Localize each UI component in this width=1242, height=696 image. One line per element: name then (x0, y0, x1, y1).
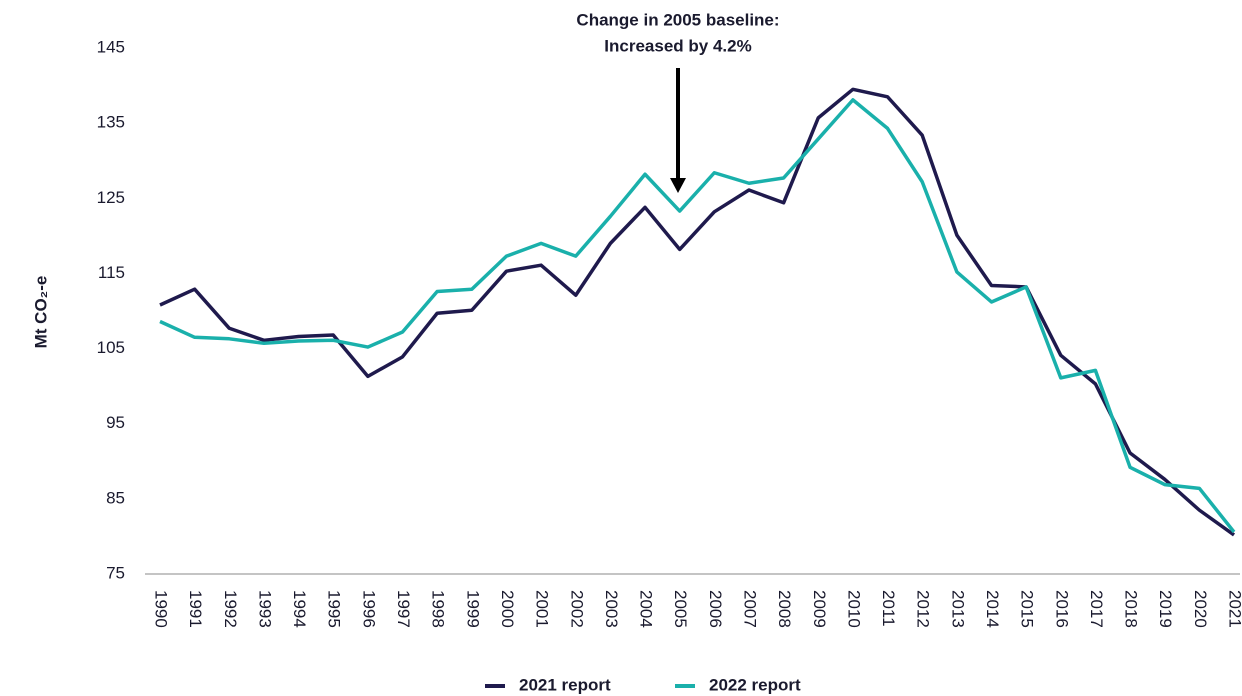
x-tick-label: 2018 (1122, 590, 1141, 628)
annotation-arrowhead (670, 178, 686, 193)
y-tick-label: 75 (106, 563, 125, 582)
x-tick-label: 2013 (948, 590, 967, 628)
x-tick-label: 1997 (394, 590, 413, 628)
legend-label: 2021 report (519, 675, 611, 694)
series-line (159, 98, 1236, 534)
x-tick-label: 2008 (775, 590, 794, 628)
y-tick-label: 125 (97, 188, 125, 207)
x-tick-label: 2002 (567, 590, 586, 628)
annotation: Increased by 4.2% (604, 36, 751, 55)
y-axis-label: Mt CO₂-e (31, 276, 50, 349)
x-tick-label: 2006 (706, 590, 725, 628)
x-tick-label: 2005 (671, 590, 690, 628)
x-tick-label: 2009 (810, 590, 829, 628)
legend-label: 2022 report (709, 675, 801, 694)
x-tick-label: 2003 (602, 590, 621, 628)
x-tick-label: 2004 (637, 590, 656, 628)
x-tick-label: 2014 (983, 590, 1002, 628)
x-tick-label: 2016 (1052, 590, 1071, 628)
series-line (159, 87, 1236, 537)
x-tick-label: 2019 (1156, 590, 1175, 628)
x-tick-label: 2012 (914, 590, 933, 628)
y-tick-label: 145 (97, 37, 125, 56)
x-tick-label: 2000 (498, 590, 517, 628)
x-tick-label: 2021 (1226, 590, 1242, 628)
x-tick-label: 1991 (186, 590, 205, 628)
x-tick-label: 1993 (255, 590, 274, 628)
x-tick-label: 1996 (359, 590, 378, 628)
x-tick-label: 1998 (429, 590, 448, 628)
x-tick-label: 2020 (1191, 590, 1210, 628)
y-tick-label: 85 (106, 488, 125, 507)
annotation: Change in 2005 baseline: (576, 10, 779, 29)
x-tick-label: 2001 (533, 590, 552, 628)
x-tick-label: 2017 (1087, 590, 1106, 628)
x-tick-label: 1990 (152, 590, 171, 628)
x-tick-label: 2011 (879, 590, 898, 627)
x-tick-label: 2010 (844, 590, 863, 628)
y-tick-label: 95 (106, 413, 125, 432)
x-tick-label: 1994 (290, 590, 309, 628)
x-tick-label: 2007 (740, 590, 759, 628)
x-tick-label: 1995 (325, 590, 344, 628)
y-tick-label: 105 (97, 338, 125, 357)
y-tick-label: 115 (98, 263, 125, 282)
x-tick-label: 1999 (463, 590, 482, 628)
x-tick-label: 2015 (1018, 590, 1037, 628)
y-tick-label: 135 (97, 113, 125, 132)
x-tick-label: 1992 (221, 590, 240, 628)
